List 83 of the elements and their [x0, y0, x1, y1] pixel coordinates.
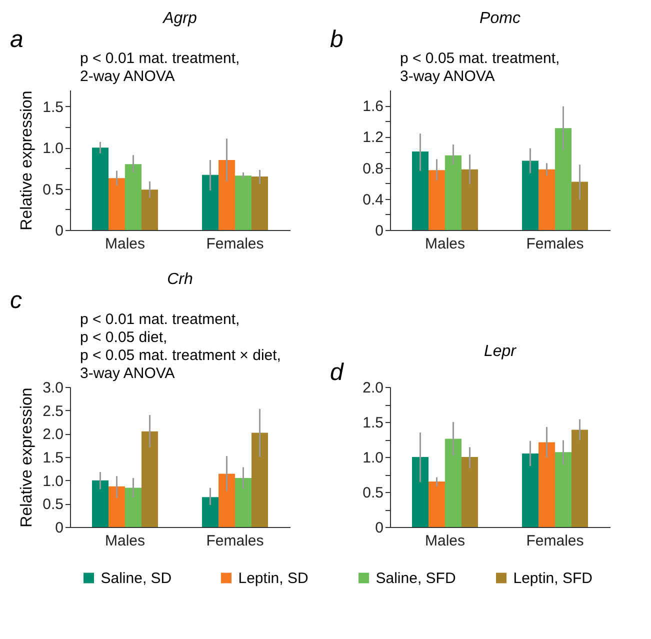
legend-label: Leptin, SD [238, 570, 308, 587]
y-tick-label: 0 [375, 520, 384, 536]
x-tick-label: Females [526, 236, 584, 252]
legend-label: Saline, SD [100, 570, 172, 587]
bar [572, 182, 588, 230]
y-tick-label: 1.5 [362, 414, 384, 432]
x-tick-label: Males [424, 236, 466, 252]
bar [538, 442, 555, 527]
y-axis-title: Relative expression [18, 90, 36, 230]
text: p < 0.01 mat. treatment, [80, 50, 240, 67]
legend-label: Saline, SFD [376, 570, 456, 587]
chart-title: Crh [167, 271, 193, 288]
legend-label: Leptin, SFD [513, 570, 593, 587]
bar [538, 169, 555, 230]
y-tick-label: 3.0 [42, 380, 64, 396]
text: p < 0.05 mat. treatment × diet, [80, 347, 281, 364]
text: p < 0.05 mat. treatment, [400, 50, 560, 67]
y-tick-label: 1.6 [362, 98, 384, 116]
bar [462, 169, 478, 230]
chart-title: Agrp [162, 10, 197, 27]
y-tick-label: 1.5 [42, 98, 64, 116]
y-tick-label: 2.5 [42, 402, 64, 420]
bar [125, 164, 142, 230]
x-tick-label: Females [206, 532, 264, 550]
bar [445, 438, 462, 527]
bar [252, 432, 268, 527]
bar [445, 155, 462, 230]
bar [108, 178, 125, 230]
bar [235, 176, 252, 230]
bar [252, 176, 268, 230]
y-axis-title: Relative expression [18, 388, 36, 528]
y-tick-label: 1.0 [42, 140, 64, 158]
bar [92, 148, 108, 230]
bar [125, 488, 142, 527]
y-tick-label: 2.0 [362, 380, 384, 396]
bar [522, 454, 538, 527]
text: 3-way ANOVA [80, 365, 175, 382]
bar [555, 452, 572, 527]
bar [412, 151, 428, 230]
y-tick-label: 0.4 [362, 191, 384, 208]
bar [428, 170, 445, 230]
text: a [10, 26, 24, 53]
y-tick-label: 0.5 [42, 496, 64, 514]
bar [142, 190, 158, 230]
y-tick-label: 1.2 [362, 129, 384, 146]
y-tick-label: 2.0 [42, 426, 64, 444]
y-tick-label: 0.8 [362, 160, 384, 178]
bar [218, 474, 235, 527]
bar [572, 430, 588, 527]
y-tick-label: 0.5 [42, 181, 64, 198]
text: p < 0.01 mat. treatment, [80, 311, 240, 328]
bar [202, 497, 218, 527]
text: c [10, 287, 22, 314]
x-tick-label: Females [206, 236, 264, 252]
chart-title: Pomc [480, 10, 520, 27]
y-tick-label: 0 [55, 520, 64, 536]
chart-title: Lepr [484, 343, 517, 360]
bar [218, 160, 235, 230]
y-tick-label: 1.0 [362, 450, 384, 466]
bar [108, 486, 125, 527]
y-tick-label: 1.0 [42, 472, 64, 490]
bar [92, 480, 108, 527]
text: d [330, 359, 344, 386]
bar [412, 457, 428, 527]
x-tick-label: Males [104, 532, 146, 550]
bar [555, 128, 572, 230]
y-tick-label: 0.5 [362, 484, 384, 502]
text: b [330, 26, 344, 53]
x-tick-label: Females [526, 532, 584, 550]
text: 3-way ANOVA [400, 68, 495, 85]
bar [235, 478, 252, 527]
y-tick-label: 0 [375, 222, 384, 240]
y-tick-label: 1.5 [42, 450, 64, 466]
x-tick-label: Males [424, 532, 466, 550]
bar [202, 174, 218, 230]
bar [428, 482, 445, 527]
bar [462, 457, 478, 527]
text: 2-way ANOVA [80, 68, 175, 85]
bar [142, 431, 158, 527]
bar [522, 160, 538, 230]
text: p < 0.05 diet, [80, 329, 168, 346]
y-tick-label: 0 [55, 222, 64, 240]
x-tick-label: Males [104, 236, 146, 252]
